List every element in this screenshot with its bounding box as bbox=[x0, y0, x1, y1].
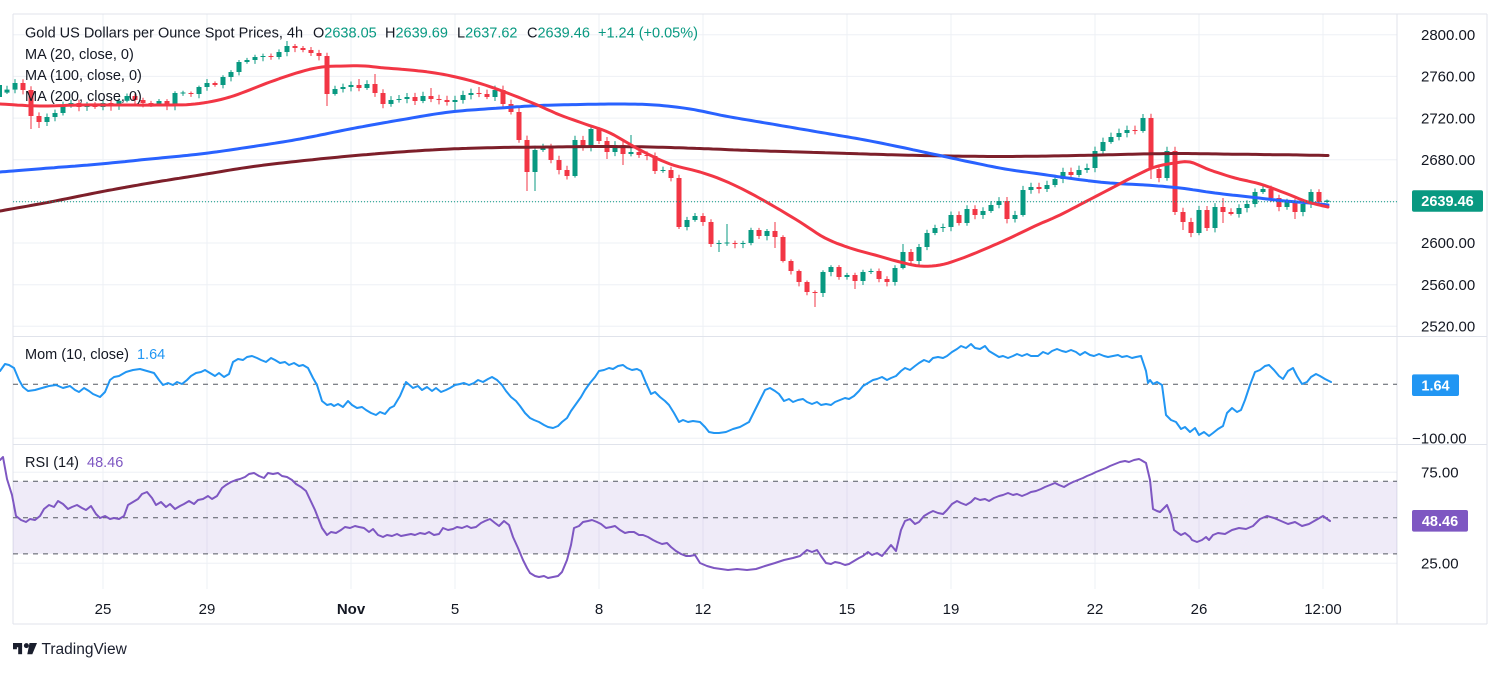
svg-text:2680.00: 2680.00 bbox=[1421, 152, 1475, 169]
svg-text:2639.46: 2639.46 bbox=[1421, 194, 1473, 210]
svg-text:Nov: Nov bbox=[337, 601, 366, 618]
svg-text:25.00: 25.00 bbox=[1421, 555, 1459, 572]
svg-text:MA (20, close, 0): MA (20, close, 0) bbox=[25, 47, 134, 63]
svg-text:2600.00: 2600.00 bbox=[1421, 235, 1475, 252]
svg-text:TradingView: TradingView bbox=[42, 641, 128, 658]
svg-text:2520.00: 2520.00 bbox=[1421, 319, 1475, 336]
svg-text:1.64: 1.64 bbox=[1421, 378, 1449, 394]
svg-text:48.46: 48.46 bbox=[1422, 514, 1458, 530]
svg-text:12: 12 bbox=[695, 601, 712, 618]
svg-text:O2638.05: O2638.05 bbox=[313, 26, 377, 42]
svg-text:12:00: 12:00 bbox=[1304, 601, 1342, 618]
svg-text:+1.24 (+0.05%): +1.24 (+0.05%) bbox=[598, 26, 698, 42]
svg-text:2560.00: 2560.00 bbox=[1421, 277, 1475, 294]
svg-text:−100.00: −100.00 bbox=[1412, 431, 1467, 448]
svg-text:26: 26 bbox=[1191, 601, 1208, 618]
svg-text:2800.00: 2800.00 bbox=[1421, 27, 1475, 44]
svg-text:19: 19 bbox=[943, 601, 960, 618]
svg-text:Mom (10, close) 1.64: Mom (10, close) 1.64 bbox=[25, 347, 165, 363]
svg-text:MA (200, close, 0): MA (200, close, 0) bbox=[25, 89, 142, 105]
svg-text:29: 29 bbox=[199, 601, 216, 618]
svg-text:2720.00: 2720.00 bbox=[1421, 110, 1475, 127]
svg-text:C2639.46: C2639.46 bbox=[527, 26, 590, 42]
svg-text:MA (100, close, 0): MA (100, close, 0) bbox=[25, 68, 142, 84]
svg-text:25: 25 bbox=[95, 601, 112, 618]
svg-text:15: 15 bbox=[839, 601, 856, 618]
svg-text:L2637.62: L2637.62 bbox=[457, 26, 518, 42]
svg-text:Gold US Dollars per Ounce Spot: Gold US Dollars per Ounce Spot Prices, 4… bbox=[25, 26, 303, 42]
svg-text:8: 8 bbox=[595, 601, 603, 618]
svg-text:H2639.69: H2639.69 bbox=[385, 26, 448, 42]
svg-text:5: 5 bbox=[451, 601, 459, 618]
svg-text:22: 22 bbox=[1087, 601, 1104, 618]
svg-text:2760.00: 2760.00 bbox=[1421, 69, 1475, 86]
svg-text:RSI (14) 48.46: RSI (14) 48.46 bbox=[25, 455, 123, 471]
svg-text:75.00: 75.00 bbox=[1421, 464, 1459, 481]
